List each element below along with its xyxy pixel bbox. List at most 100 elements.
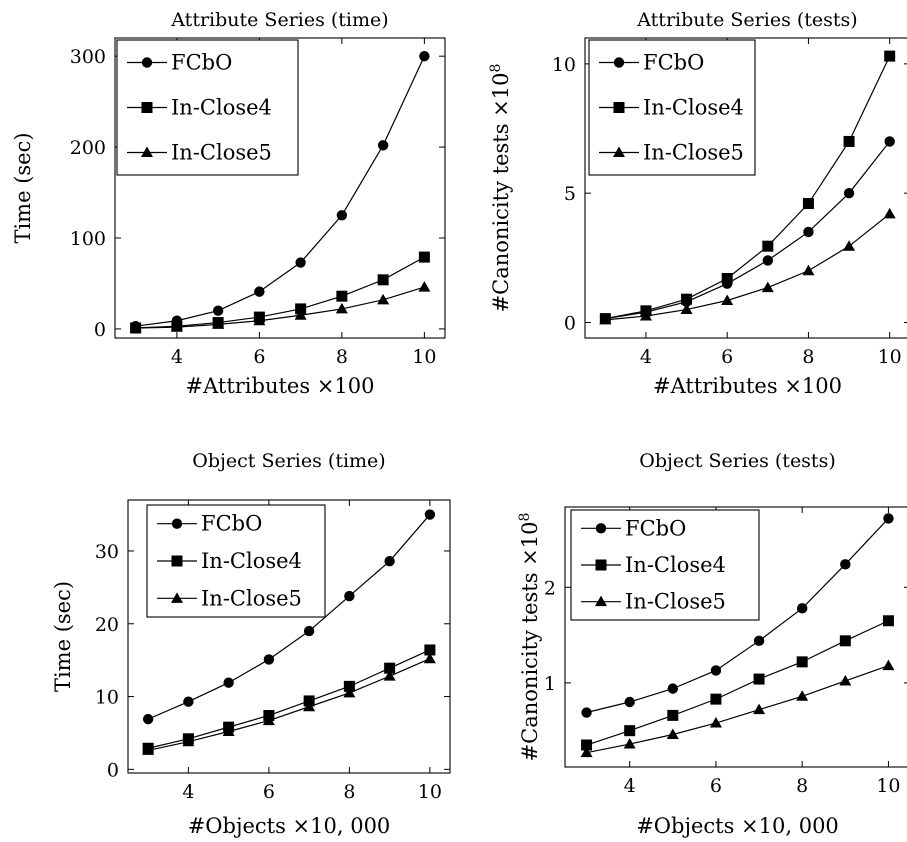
series-line-in-close5 xyxy=(147,658,431,752)
legend-label-in-close4: In-Close4 xyxy=(201,549,302,573)
legend-marker-fcbo xyxy=(171,518,183,529)
plot-frame xyxy=(127,499,451,774)
legend-label-in-close5: In-Close5 xyxy=(625,590,726,614)
x-tick-label: 10 xyxy=(878,346,902,368)
data-point-in-close5 xyxy=(796,690,809,701)
x-tick-label: 10 xyxy=(418,781,442,803)
data-point-fcbo xyxy=(883,513,894,524)
data-point-in-close4 xyxy=(581,739,593,751)
series-line-in-close5 xyxy=(135,286,425,329)
y-tick-label: 10 xyxy=(552,54,576,76)
data-point-in-close5 xyxy=(212,318,225,329)
data-point-in-close4 xyxy=(839,635,851,647)
data-point-fcbo xyxy=(762,255,774,266)
y-axis-label: #Canonicity tests ×108 xyxy=(517,513,542,762)
data-point-in-close4 xyxy=(295,303,307,315)
chart-title: Object Series (time) xyxy=(192,450,385,472)
data-point-in-close5 xyxy=(753,703,766,715)
legend-label-fcbo: FCbO xyxy=(201,512,262,536)
chart-attribute-series-tests: Attribute Series (tests) #Attributes ×10… xyxy=(488,9,907,398)
data-point-in-close4 xyxy=(667,709,679,721)
legend-marker-in-close4 xyxy=(141,102,153,113)
data-point-fcbo xyxy=(710,665,722,676)
data-point-in-close5 xyxy=(423,652,436,664)
data-point-in-close4 xyxy=(753,673,765,685)
x-tick-label: 4 xyxy=(624,775,636,797)
data-point-in-close4 xyxy=(384,662,396,674)
y-axis-label-exponent: 8 xyxy=(517,513,533,522)
data-point-in-close5 xyxy=(142,744,155,755)
data-point-in-close5 xyxy=(335,302,348,314)
data-point-in-close5 xyxy=(294,309,307,320)
data-point-fcbo xyxy=(384,555,395,567)
y-axis-label-text: Time (sec) xyxy=(51,581,75,692)
legend-label-in-close5: In-Close5 xyxy=(201,586,302,610)
legend-label-in-close4: In-Close4 xyxy=(625,553,726,577)
series-line-in-close5 xyxy=(586,665,889,754)
y-axis-label-text: Time (sec) xyxy=(11,132,35,243)
x-tick-label: 6 xyxy=(263,781,275,803)
data-point-in-close5 xyxy=(761,281,774,293)
data-point-in-close4 xyxy=(802,198,814,210)
series-line-fcbo xyxy=(135,55,425,327)
data-point-in-close5 xyxy=(222,725,235,737)
data-point-in-close5 xyxy=(303,700,316,712)
data-point-fcbo xyxy=(419,50,430,62)
x-tick-label: 8 xyxy=(336,346,348,368)
legend-marker-in-close5 xyxy=(171,592,183,603)
data-point-fcbo xyxy=(263,654,275,665)
y-tick-label: 10 xyxy=(95,687,119,709)
data-point-in-close5 xyxy=(262,714,275,726)
data-point-in-close4 xyxy=(843,135,855,147)
legend-label-in-close5: In-Close5 xyxy=(643,141,744,165)
legend-label-in-close4: In-Close4 xyxy=(643,96,744,120)
data-point-in-close4 xyxy=(882,615,894,627)
x-tick-label: 4 xyxy=(182,781,194,803)
legend-marker-fcbo xyxy=(595,523,607,534)
plot-frame xyxy=(584,37,907,339)
data-point-in-close4 xyxy=(884,50,896,62)
x-tick-label: 10 xyxy=(876,775,900,797)
data-point-fcbo xyxy=(753,635,765,647)
series-line-fcbo xyxy=(586,518,889,714)
x-tick-label: 8 xyxy=(343,781,355,803)
data-point-in-close5 xyxy=(882,659,895,671)
data-point-in-close4 xyxy=(418,251,430,263)
series-line-in-close4 xyxy=(135,256,425,329)
data-point-in-close5 xyxy=(721,294,734,305)
y-tick-label: 0 xyxy=(94,319,106,341)
data-point-in-close4 xyxy=(336,290,348,302)
data-point-in-close4 xyxy=(762,240,774,252)
data-point-in-close5 xyxy=(253,314,266,326)
data-point-fcbo xyxy=(212,305,224,316)
data-point-in-close5 xyxy=(843,240,856,251)
data-point-in-close4 xyxy=(424,644,436,656)
series-line-in-close4 xyxy=(605,55,891,320)
chart-title: Object Series (tests) xyxy=(639,450,836,472)
data-point-fcbo xyxy=(843,187,855,199)
legend-label-fcbo: FCbO xyxy=(625,516,686,540)
legend-label-fcbo: FCbO xyxy=(643,51,704,75)
x-axis-label: #Attributes ×100 xyxy=(186,374,375,398)
data-point-in-close5 xyxy=(170,321,183,332)
chart-title: Attribute Series (time) xyxy=(170,9,388,31)
data-point-in-close4 xyxy=(681,293,693,305)
legend-marker-fcbo xyxy=(141,57,153,68)
y-tick-label: 100 xyxy=(70,228,106,250)
data-point-in-close5 xyxy=(418,281,431,292)
data-point-in-close5 xyxy=(839,674,852,686)
data-point-fcbo xyxy=(884,136,895,147)
data-point-fcbo xyxy=(303,625,315,637)
y-tick-label: 30 xyxy=(95,541,119,563)
chart-title: Attribute Series (tests) xyxy=(636,9,857,31)
legend-label-fcbo: FCbO xyxy=(171,51,232,75)
legend-marker-in-close4 xyxy=(613,102,625,113)
data-point-in-close5 xyxy=(182,735,195,747)
y-axis-label: Time (sec) xyxy=(11,132,35,243)
x-tick-label: 6 xyxy=(721,346,733,368)
x-tick-label: 8 xyxy=(802,346,814,368)
series-line-in-close4 xyxy=(586,620,889,746)
y-tick-label: 300 xyxy=(70,46,106,68)
y-tick-label: 1 xyxy=(544,673,556,695)
